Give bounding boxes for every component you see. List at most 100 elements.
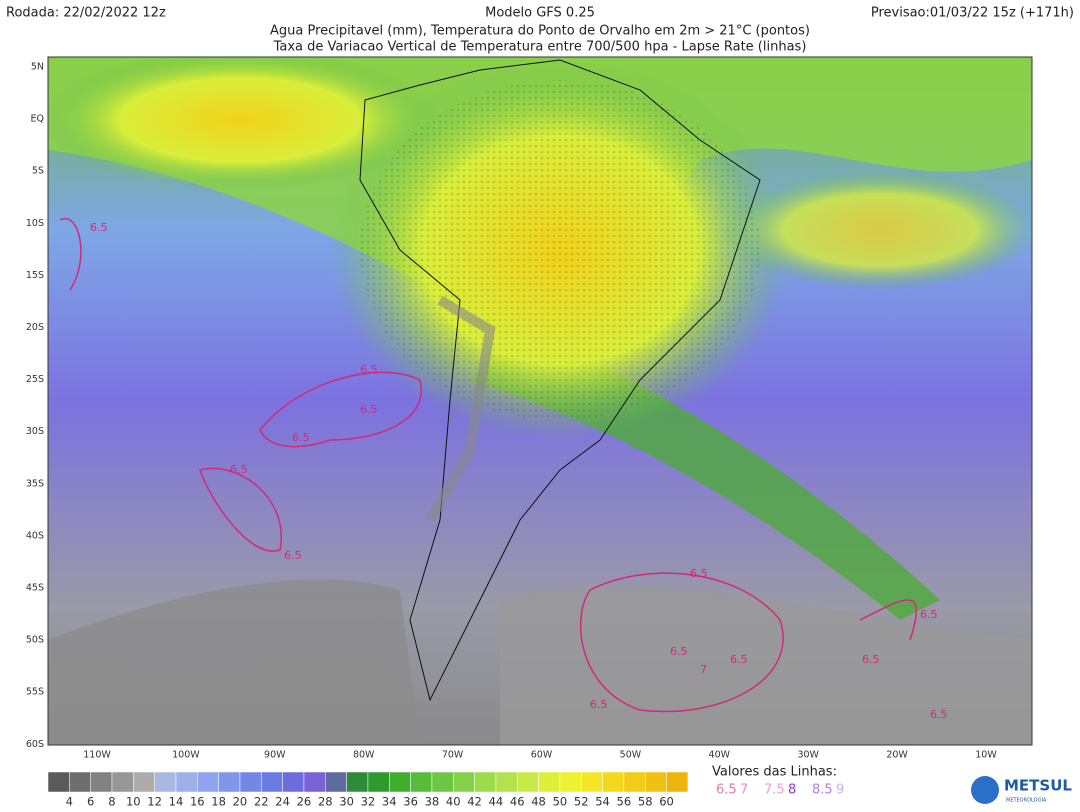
longitude-label: 90W xyxy=(264,750,286,761)
colorbar-box xyxy=(154,771,177,793)
logo-icon xyxy=(971,776,999,804)
latitude-label: 15S xyxy=(26,270,44,281)
colorbar-box xyxy=(90,771,113,793)
colorbar-box xyxy=(47,771,70,793)
contour-label: 6.5 xyxy=(590,698,608,711)
contour-label: 6.5 xyxy=(360,403,378,416)
colorbar-box xyxy=(410,771,433,793)
colorbar-box xyxy=(346,771,369,793)
colorbar-box xyxy=(197,771,219,793)
colorbar-box xyxy=(602,771,625,793)
dry-area xyxy=(48,579,420,745)
longitude-label: 20W xyxy=(886,750,908,761)
colorbar-label: 12 xyxy=(147,795,162,809)
colorbar-box xyxy=(239,771,262,793)
contour-label: 6.5 xyxy=(284,549,302,562)
contour-label: 6.5 xyxy=(670,645,688,658)
colorbar-box xyxy=(303,771,326,793)
colorbar-label: 44 xyxy=(489,795,504,809)
colorbar-label: 32 xyxy=(361,795,376,809)
colorbar-box xyxy=(367,771,390,793)
colorbar-box xyxy=(453,771,475,793)
moisture-core xyxy=(720,170,1032,290)
logo-tagline: METEOROLOGIA xyxy=(1006,798,1047,804)
forecast-label: Previsao:01/03/22 15z (+171h) xyxy=(871,6,1074,21)
latitude-label: 25S xyxy=(26,374,44,385)
longitude-label: 80W xyxy=(353,750,375,761)
latitude-label: 40S xyxy=(26,530,44,541)
line-legend-title: Valores das Linhas: xyxy=(712,765,837,780)
colorbar-label: 4 xyxy=(66,795,73,809)
contour-label: 7 xyxy=(700,663,707,676)
colorbar-box xyxy=(325,771,347,793)
colorbar-label: 10 xyxy=(126,795,141,809)
contour-label: 6.5 xyxy=(930,708,948,721)
latitude-label: 55S xyxy=(26,687,44,698)
colorbar-label: 36 xyxy=(403,795,418,809)
line-legend-value: 8.5 xyxy=(812,783,833,798)
latitude-label: 10S xyxy=(26,218,44,229)
colorbar-box xyxy=(431,771,454,793)
latitude-label: 20S xyxy=(26,322,44,333)
colorbar-box xyxy=(495,771,518,793)
colorbar-label: 28 xyxy=(318,795,333,809)
line-legend-value: 6.5 xyxy=(716,783,737,798)
contour-label: 6.5 xyxy=(690,567,708,580)
colorbar-label: 8 xyxy=(108,795,115,809)
colorbar-label: 56 xyxy=(617,795,632,809)
colorbar-label: 42 xyxy=(467,795,482,809)
colorbar-box xyxy=(644,771,667,793)
contour-label: 6.5 xyxy=(920,608,938,621)
latitude-label: 5S xyxy=(32,166,44,177)
colorbar-label: 52 xyxy=(574,795,589,809)
colorbar-label: 58 xyxy=(638,795,653,809)
colorbar-label: 48 xyxy=(531,795,546,809)
longitude-label: 70W xyxy=(442,750,464,761)
colorbar-box xyxy=(474,771,497,793)
colorbar-label: 54 xyxy=(595,795,610,809)
colorbar-label: 14 xyxy=(169,795,184,809)
dewpoint-dots xyxy=(360,80,760,420)
latitude-label: 5N xyxy=(31,62,44,73)
longitude-label: 10W xyxy=(975,750,997,761)
colorbar-label: 20 xyxy=(233,795,248,809)
line-legend-value: 9 xyxy=(836,783,844,798)
colorbar-box xyxy=(282,771,305,793)
latitude-label: 35S xyxy=(26,478,44,489)
colorbar-box xyxy=(218,771,241,793)
colorbar-box xyxy=(538,771,561,793)
colorbar-label: 18 xyxy=(211,795,226,809)
contour-label: 6.5 xyxy=(292,431,310,444)
colorbar-box xyxy=(581,771,603,793)
run-label: Rodada: 22/02/2022 12z xyxy=(6,6,166,21)
longitude-label: 50W xyxy=(620,750,642,761)
colorbar-label: 24 xyxy=(275,795,290,809)
colorbar-label: 40 xyxy=(446,795,461,809)
latitude-label: 30S xyxy=(26,426,44,437)
latitude-label: EQ xyxy=(31,114,44,125)
colorbar-label: 46 xyxy=(510,795,525,809)
colorbar-label: 50 xyxy=(553,795,568,809)
colorbar-box xyxy=(666,771,689,793)
colorbar-box xyxy=(559,771,582,793)
contour-label: 6.5 xyxy=(90,221,108,234)
dry-area xyxy=(500,586,1032,745)
subtitle: Taxa de Variacao Vertical de Temperatura… xyxy=(273,40,807,55)
contour-label: 6.5 xyxy=(230,463,248,476)
contours xyxy=(59,217,918,713)
colorbar-label: 16 xyxy=(190,795,205,809)
map xyxy=(48,57,1032,745)
colorbar-label: 34 xyxy=(382,795,397,809)
colorbar-label: 60 xyxy=(659,795,674,809)
coastline xyxy=(359,59,761,702)
contour-label: 6.5 xyxy=(730,653,748,666)
colorbar-box xyxy=(133,771,155,793)
colorbar-label: 26 xyxy=(297,795,312,809)
latitude-label: 45S xyxy=(26,583,44,594)
moisture-core xyxy=(48,57,440,190)
colorbar-box xyxy=(389,771,411,793)
colorbar-box xyxy=(175,771,198,793)
longitude-label: 100W xyxy=(172,750,200,761)
longitude-label: 30W xyxy=(797,750,819,761)
